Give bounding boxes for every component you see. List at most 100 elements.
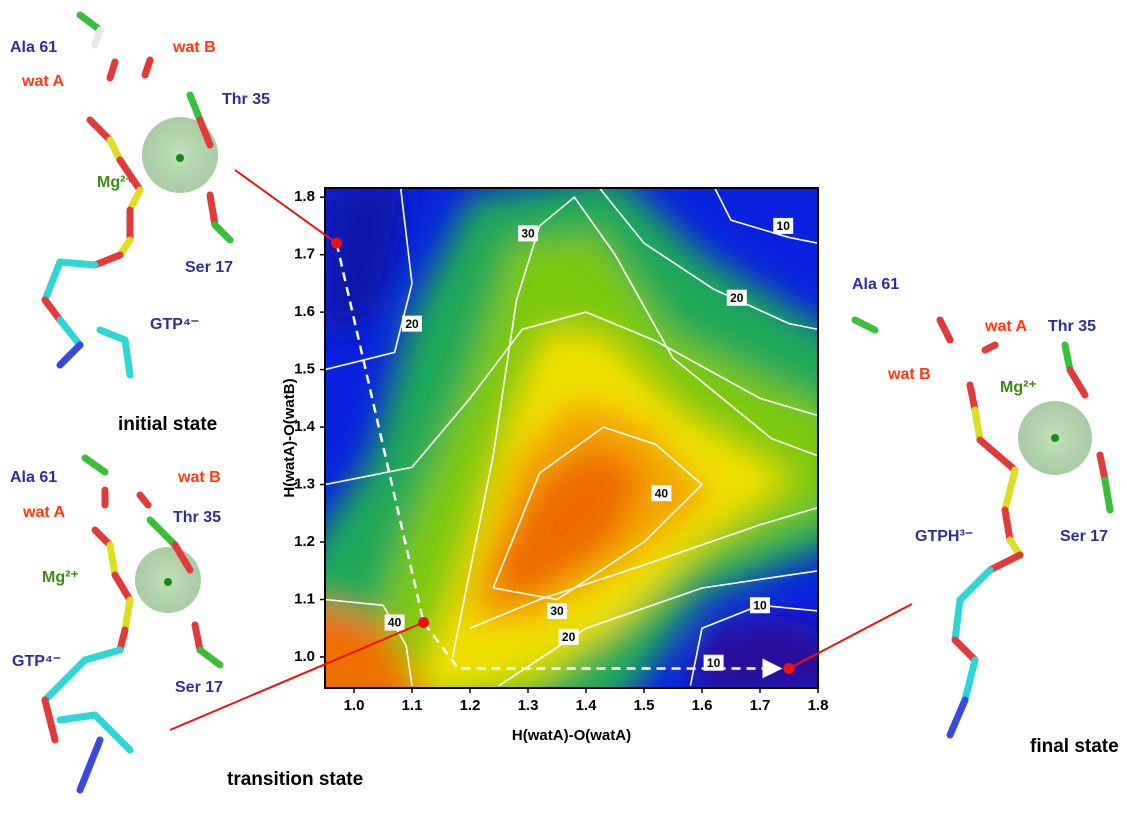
bond [85, 650, 120, 660]
y-tick-label: 1.7 [294, 246, 315, 263]
y-tick-label: 1.5 [294, 361, 315, 378]
contour-label: 40 [655, 486, 669, 500]
contour-label: 30 [521, 227, 535, 241]
x-tick-label: 1.8 [808, 697, 829, 714]
label: wat B [172, 39, 216, 56]
bond [955, 640, 975, 660]
y-tick-label: 1.1 [294, 590, 315, 607]
caption: initial state [118, 414, 217, 435]
label: Ser 17 [175, 679, 223, 696]
y-tick-label: 1.0 [294, 648, 315, 665]
contour-label: 40 [388, 616, 402, 630]
y-tick-label: 1.6 [294, 303, 315, 320]
bond [80, 15, 100, 30]
x-axis-label: H(watA)-O(watA) [512, 727, 631, 744]
label: Ser 17 [185, 259, 233, 276]
bond [1065, 345, 1070, 370]
bond [100, 330, 125, 340]
bond [980, 440, 1015, 470]
mg-ion [1051, 434, 1059, 442]
label: Ala 61 [10, 39, 57, 56]
label: GTPH³⁻ [915, 528, 973, 545]
bond [80, 740, 100, 790]
bond [990, 555, 1020, 570]
x-tick-label: 1.3 [518, 697, 539, 714]
contour-label: 10 [753, 598, 767, 612]
caption: final state [1030, 736, 1119, 757]
label: wat B [177, 469, 221, 486]
bond [115, 575, 130, 600]
bond [110, 545, 115, 575]
bond [150, 520, 175, 545]
contour-label: 20 [562, 630, 576, 644]
bond [210, 195, 215, 225]
contour-label: 20 [405, 317, 419, 331]
bond [110, 62, 115, 78]
bond [45, 700, 55, 740]
bond [965, 660, 975, 700]
label: Mg²⁺ [42, 569, 79, 586]
contour-label: 20 [730, 291, 744, 305]
label: wat A [984, 318, 1028, 335]
bond [855, 320, 875, 330]
label: Ser 17 [1060, 528, 1108, 545]
label: Thr 35 [173, 509, 221, 526]
x-tick-label: 1.4 [576, 697, 598, 714]
bond [950, 700, 965, 735]
bond [125, 600, 130, 630]
bond [85, 458, 105, 472]
bond [955, 600, 960, 640]
bond [60, 320, 80, 345]
bond [60, 345, 80, 365]
label: Thr 35 [1048, 318, 1096, 335]
label: wat A [22, 504, 66, 521]
x-tick-label: 1.1 [402, 697, 423, 714]
label: Mg²⁺ [1000, 379, 1037, 396]
bond [195, 625, 200, 650]
x-tick-label: 1.6 [692, 697, 713, 714]
y-tick-label: 1.2 [294, 533, 315, 550]
y-axis-label: H(watA)-O(watB) [281, 378, 298, 497]
bond [1100, 455, 1105, 480]
bond [1105, 480, 1110, 510]
figure: 1.01.11.21.31.41.51.61.71.81.01.11.21.31… [0, 0, 1127, 827]
bond [1005, 510, 1010, 540]
bond [60, 715, 95, 720]
x-tick-label: 1.0 [344, 697, 365, 714]
bond [200, 650, 220, 665]
label: Thr 35 [222, 91, 270, 108]
bond [190, 95, 200, 120]
x-tick-label: 1.7 [750, 697, 771, 714]
bond [95, 255, 120, 265]
bond [960, 570, 990, 600]
bond [970, 385, 975, 410]
label: wat B [887, 366, 931, 383]
connector [235, 170, 337, 243]
contour-label: 10 [777, 219, 791, 233]
bond [215, 225, 230, 240]
bond [45, 300, 60, 320]
bond [975, 410, 980, 440]
mg-ion [176, 154, 184, 162]
mg-ion [164, 578, 172, 586]
x-tick-label: 1.2 [460, 697, 481, 714]
bond [145, 60, 150, 75]
label: GTP⁴⁻ [150, 316, 199, 333]
bond [90, 120, 110, 140]
bond [140, 495, 148, 505]
bond [940, 320, 950, 340]
bond [985, 345, 995, 350]
bond [45, 262, 60, 300]
contour-label: 30 [550, 604, 564, 618]
label: GTP⁴⁻ [12, 653, 61, 670]
label: Ala 61 [852, 276, 899, 293]
bond [1005, 470, 1015, 510]
label: wat A [21, 73, 65, 90]
x-tick-label: 1.5 [634, 697, 655, 714]
label: Ala 61 [10, 469, 57, 486]
bond [60, 262, 95, 265]
caption: transition state [227, 769, 363, 790]
bond [95, 30, 100, 45]
bond [125, 340, 130, 375]
y-tick-label: 1.8 [294, 188, 315, 205]
